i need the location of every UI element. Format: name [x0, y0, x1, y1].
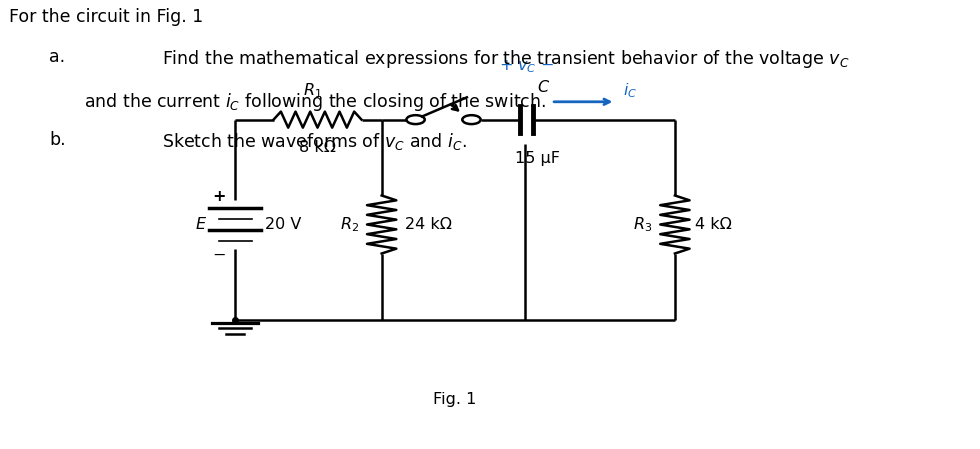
Text: 4 kΩ: 4 kΩ: [695, 217, 732, 232]
Text: $R_3$: $R_3$: [633, 215, 652, 234]
Text: $R_1$: $R_1$: [304, 81, 322, 100]
Text: + $v_C$ −: + $v_C$ −: [499, 58, 554, 75]
Text: a.: a.: [49, 48, 65, 66]
Text: +: +: [212, 189, 225, 204]
Text: 15 μF: 15 μF: [515, 151, 561, 166]
Text: Find the mathematical expressions for the transient behavior of the voltage $v_C: Find the mathematical expressions for th…: [162, 48, 850, 70]
Text: $C$: $C$: [537, 79, 551, 95]
Text: Sketch the waveforms of $v_C$ and $i_C$.: Sketch the waveforms of $v_C$ and $i_C$.: [162, 131, 466, 152]
Text: Fig. 1: Fig. 1: [433, 392, 476, 407]
Text: For the circuit in Fig. 1: For the circuit in Fig. 1: [9, 8, 203, 26]
Text: $i_C$: $i_C$: [622, 81, 637, 100]
Text: and the current $i_C$ following the closing of the switch.: and the current $i_C$ following the clos…: [84, 91, 546, 113]
Text: 20 V: 20 V: [266, 217, 302, 232]
Text: $R_2$: $R_2$: [340, 215, 359, 234]
Text: $-$: $-$: [212, 247, 225, 262]
Text: 8 kΩ: 8 kΩ: [299, 140, 336, 155]
Text: $E$: $E$: [195, 216, 208, 233]
Text: 24 kΩ: 24 kΩ: [405, 217, 452, 232]
Text: b.: b.: [49, 131, 66, 149]
